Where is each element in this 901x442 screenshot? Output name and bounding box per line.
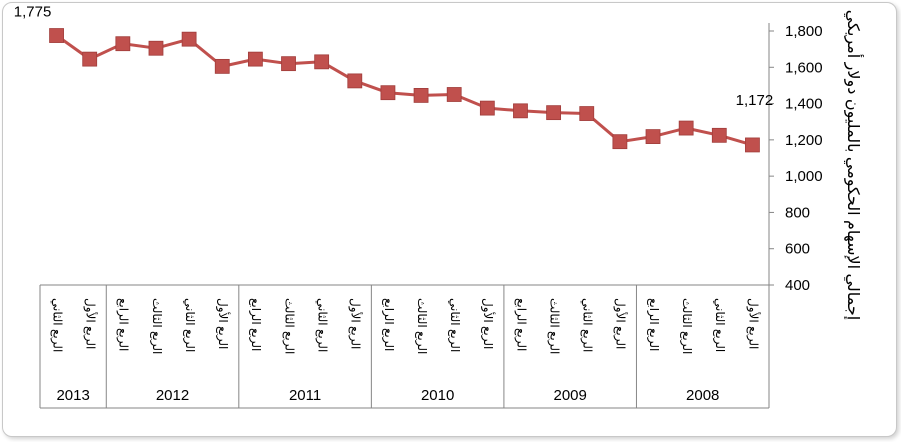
series-path	[55, 34, 753, 147]
x-category-label: الربع الأول	[480, 298, 496, 349]
data-point-marker	[479, 100, 495, 116]
year-label: 2008	[686, 387, 719, 404]
x-axis: الربع الأول الربع الثاني الربع الثالث الربع…	[39, 284, 770, 409]
x-category-label: الربع الرابع	[248, 298, 263, 351]
data-point-marker	[82, 51, 98, 67]
x-category-label: الربع الثاني	[314, 298, 329, 352]
x-category-label: الربع الأول	[745, 298, 761, 349]
y-tick-label: 1,800	[785, 23, 823, 40]
y-tick-label: 1,000	[785, 168, 823, 185]
x-category-label: الربع الثاني	[447, 298, 462, 352]
data-point-marker	[612, 134, 628, 150]
x-category-label: الربع الثاني	[580, 298, 595, 352]
year-label: 2013	[56, 387, 89, 404]
data-point-marker	[513, 103, 528, 119]
year-label: 2009	[553, 387, 586, 404]
chart-frame	[2, 2, 897, 437]
x-category-label: الربع الثاني	[49, 298, 64, 352]
x-category-label: الربع الثالث	[546, 298, 561, 354]
y-tick-label: 1,200	[785, 132, 823, 149]
y-axis: 400 600 800 1,000 1,200 1,400 1,600 1,800	[768, 23, 823, 294]
data-label: 1,172	[736, 92, 774, 109]
x-category-label: الربع الثالث	[679, 298, 694, 354]
data-point-marker	[678, 120, 694, 136]
x-category-label: الربع الأول	[83, 298, 99, 349]
year-label: 2011	[289, 387, 321, 404]
x-category-label: الربع الرابع	[513, 298, 528, 351]
data-point-marker	[645, 129, 661, 144]
data-point-marker	[115, 36, 131, 52]
x-category-label: الربع الأول	[613, 298, 629, 349]
data-point-marker	[745, 137, 760, 153]
data-labels: 1,172 1,775	[14, 4, 773, 109]
data-point-marker	[214, 58, 230, 74]
data-point-marker	[49, 28, 64, 43]
series-line	[49, 28, 760, 153]
data-point-marker	[347, 73, 363, 89]
data-point-marker	[579, 106, 595, 121]
x-category-label: الربع الرابع	[381, 298, 396, 351]
y-axis-title: إجمالي الإسهام الحكومي بالمليون دولار أم…	[843, 10, 864, 320]
data-point-marker	[247, 51, 263, 67]
data-point-marker	[281, 56, 296, 72]
x-category-label: الربع الثالث	[149, 298, 164, 354]
data-point-marker	[711, 127, 727, 143]
x-category-label: الربع الأول	[348, 298, 364, 349]
year-label: 2010	[421, 387, 454, 404]
y-tick-label: 1,400	[785, 96, 823, 113]
data-point-marker	[546, 105, 562, 121]
data-point-marker	[413, 88, 429, 103]
y-tick-label: 600	[785, 241, 810, 258]
x-category-label: الربع الرابع	[646, 298, 661, 351]
x-category-label: الربع الثالث	[281, 298, 296, 354]
year-label: 2012	[156, 387, 189, 404]
x-category-label: الربع الثاني	[712, 298, 727, 352]
data-point-marker	[446, 87, 462, 102]
y-tick-label: 400	[785, 277, 810, 294]
x-category-label: الربع الرابع	[116, 298, 131, 351]
data-point-marker	[181, 31, 197, 47]
x-category-label: الربع الثالث	[414, 298, 429, 354]
data-point-marker	[314, 54, 330, 70]
y-tick-label: 1,600	[785, 59, 823, 76]
y-tick-label: 800	[785, 204, 810, 221]
x-category-label: الربع الأول	[215, 298, 231, 349]
data-point-marker	[380, 85, 396, 101]
data-point-marker	[148, 40, 164, 56]
data-label: 1,775	[14, 4, 52, 21]
x-category-label: الربع الثاني	[182, 298, 197, 352]
